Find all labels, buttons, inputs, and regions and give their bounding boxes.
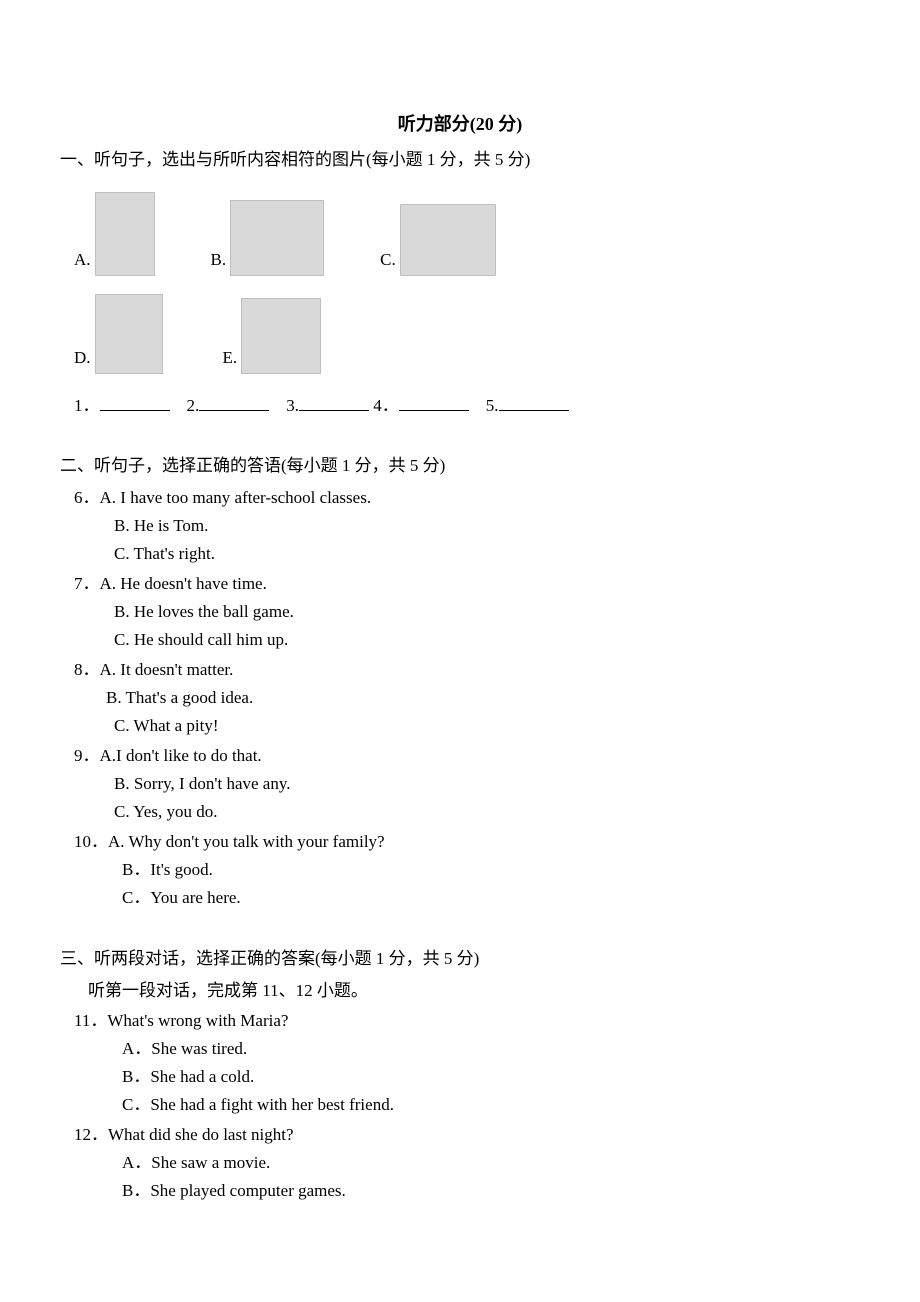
blank-2[interactable] — [199, 393, 269, 411]
q10-line-a: 10．A. Why don't you talk with your famil… — [74, 828, 860, 856]
answer-blanks-row: 1． 2. 3. 4． 5. — [60, 392, 860, 420]
image-cell-e: E. — [223, 298, 322, 374]
q9-opt-b: B. Sorry, I don't have any. — [74, 770, 860, 798]
q12-opt-b: B．She played computer games. — [74, 1177, 860, 1205]
q8-opt-c: C. What a pity! — [74, 712, 860, 740]
girl-eating-icon — [95, 192, 155, 276]
blank-5[interactable] — [499, 393, 569, 411]
image-cell-a: A. — [74, 192, 155, 276]
q7-opt-b: B. He loves the ball game. — [74, 598, 860, 626]
section2-heading: 二、听句子，选择正确的答语(每小题 1 分，共 5 分) — [60, 452, 860, 480]
girl-computer-icon — [230, 200, 324, 276]
blank-num-3: 3. — [286, 396, 299, 415]
q11-stem-line: 11．What's wrong with Maria? — [74, 1007, 860, 1035]
image-label-d: D. — [74, 344, 91, 374]
image-label-c: C. — [380, 246, 396, 276]
q11-opt-c: C．She had a fight with her best friend. — [74, 1091, 860, 1119]
blank-num-2: 2. — [187, 396, 200, 415]
image-label-b: B. — [211, 246, 227, 276]
section3-questions: 11．What's wrong with Maria? A．She was ti… — [60, 1007, 860, 1205]
q10-opt-c: C．You are here. — [74, 884, 860, 912]
blank-num-4: 4． — [373, 396, 399, 415]
q6-opt-b: B. He is Tom. — [74, 512, 860, 540]
q11-opt-a: A．She was tired. — [74, 1035, 860, 1063]
kids-hug-icon — [95, 294, 163, 374]
q11-num: 11． — [74, 1011, 107, 1030]
q7-num: 7． — [74, 574, 100, 593]
section3-subheading: 听第一段对话，完成第 11、12 小题。 — [60, 977, 860, 1005]
image-cell-d: D. — [74, 294, 163, 374]
q11-stem: What's wrong with Maria? — [107, 1011, 288, 1030]
q7-opt-a: A. He doesn't have time. — [100, 574, 267, 593]
image-cell-b: B. — [211, 200, 325, 276]
question-11: 11．What's wrong with Maria? A．She was ti… — [74, 1007, 860, 1119]
q7-line-a: 7．A. He doesn't have time. — [74, 570, 860, 598]
q8-num: 8． — [74, 660, 100, 679]
q8-line-a: 8．A. It doesn't matter. — [74, 656, 860, 684]
question-9: 9．A.I don't like to do that. B. Sorry, I… — [74, 742, 860, 826]
blank-num-5: 5. — [486, 396, 499, 415]
q10-opt-b: B．It's good. — [74, 856, 860, 884]
image-label-e: E. — [223, 344, 238, 374]
blank-num-1: 1． — [74, 396, 100, 415]
image-label-a: A. — [74, 246, 91, 276]
q9-line-a: 9．A.I don't like to do that. — [74, 742, 860, 770]
q6-line-a: 6．A. I have too many after-school classe… — [74, 484, 860, 512]
q8-opt-b: B. That's a good idea. — [74, 684, 860, 712]
question-7: 7．A. He doesn't have time. B. He loves t… — [74, 570, 860, 654]
question-10: 10．A. Why don't you talk with your famil… — [74, 828, 860, 912]
q6-opt-c: C. That's right. — [74, 540, 860, 568]
blank-1[interactable] — [100, 393, 170, 411]
q6-num: 6． — [74, 488, 100, 507]
q10-opt-a: A. Why don't you talk with your family? — [108, 832, 385, 851]
q9-opt-a: A.I don't like to do that. — [100, 746, 262, 765]
q12-stem-line: 12．What did she do last night? — [74, 1121, 860, 1149]
image-row-1: A. B. C. — [60, 192, 860, 276]
q9-num: 9． — [74, 746, 100, 765]
q9-opt-c: C. Yes, you do. — [74, 798, 860, 826]
section1-heading: 一、听句子，选出与所听内容相符的图片(每小题 1 分，共 5 分) — [60, 146, 860, 174]
q7-opt-c: C. He should call him up. — [74, 626, 860, 654]
image-row-2: D. E. — [60, 294, 860, 374]
kids-classroom-icon — [241, 298, 321, 374]
boy-tv-icon — [400, 204, 496, 276]
image-cell-c: C. — [380, 204, 496, 276]
q12-stem: What did she do last night? — [108, 1125, 294, 1144]
blank-4[interactable] — [399, 393, 469, 411]
blank-3[interactable] — [299, 393, 369, 411]
q12-num: 12． — [74, 1125, 108, 1144]
section3-heading: 三、听两段对话，选择正确的答案(每小题 1 分，共 5 分) — [60, 945, 860, 973]
q8-opt-a: A. It doesn't matter. — [100, 660, 234, 679]
page-root: 听力部分(20 分) 一、听句子，选出与所听内容相符的图片(每小题 1 分，共 … — [0, 0, 920, 1302]
question-12: 12．What did she do last night? A．She saw… — [74, 1121, 860, 1205]
q10-num: 10． — [74, 832, 108, 851]
q11-opt-b: B．She had a cold. — [74, 1063, 860, 1091]
question-6: 6．A. I have too many after-school classe… — [74, 484, 860, 568]
question-8: 8．A. It doesn't matter. B. That's a good… — [74, 656, 860, 740]
section2-questions: 6．A. I have too many after-school classe… — [60, 484, 860, 913]
q6-opt-a: A. I have too many after-school classes. — [100, 488, 372, 507]
page-title: 听力部分(20 分) — [60, 110, 860, 140]
q12-opt-a: A．She saw a movie. — [74, 1149, 860, 1177]
